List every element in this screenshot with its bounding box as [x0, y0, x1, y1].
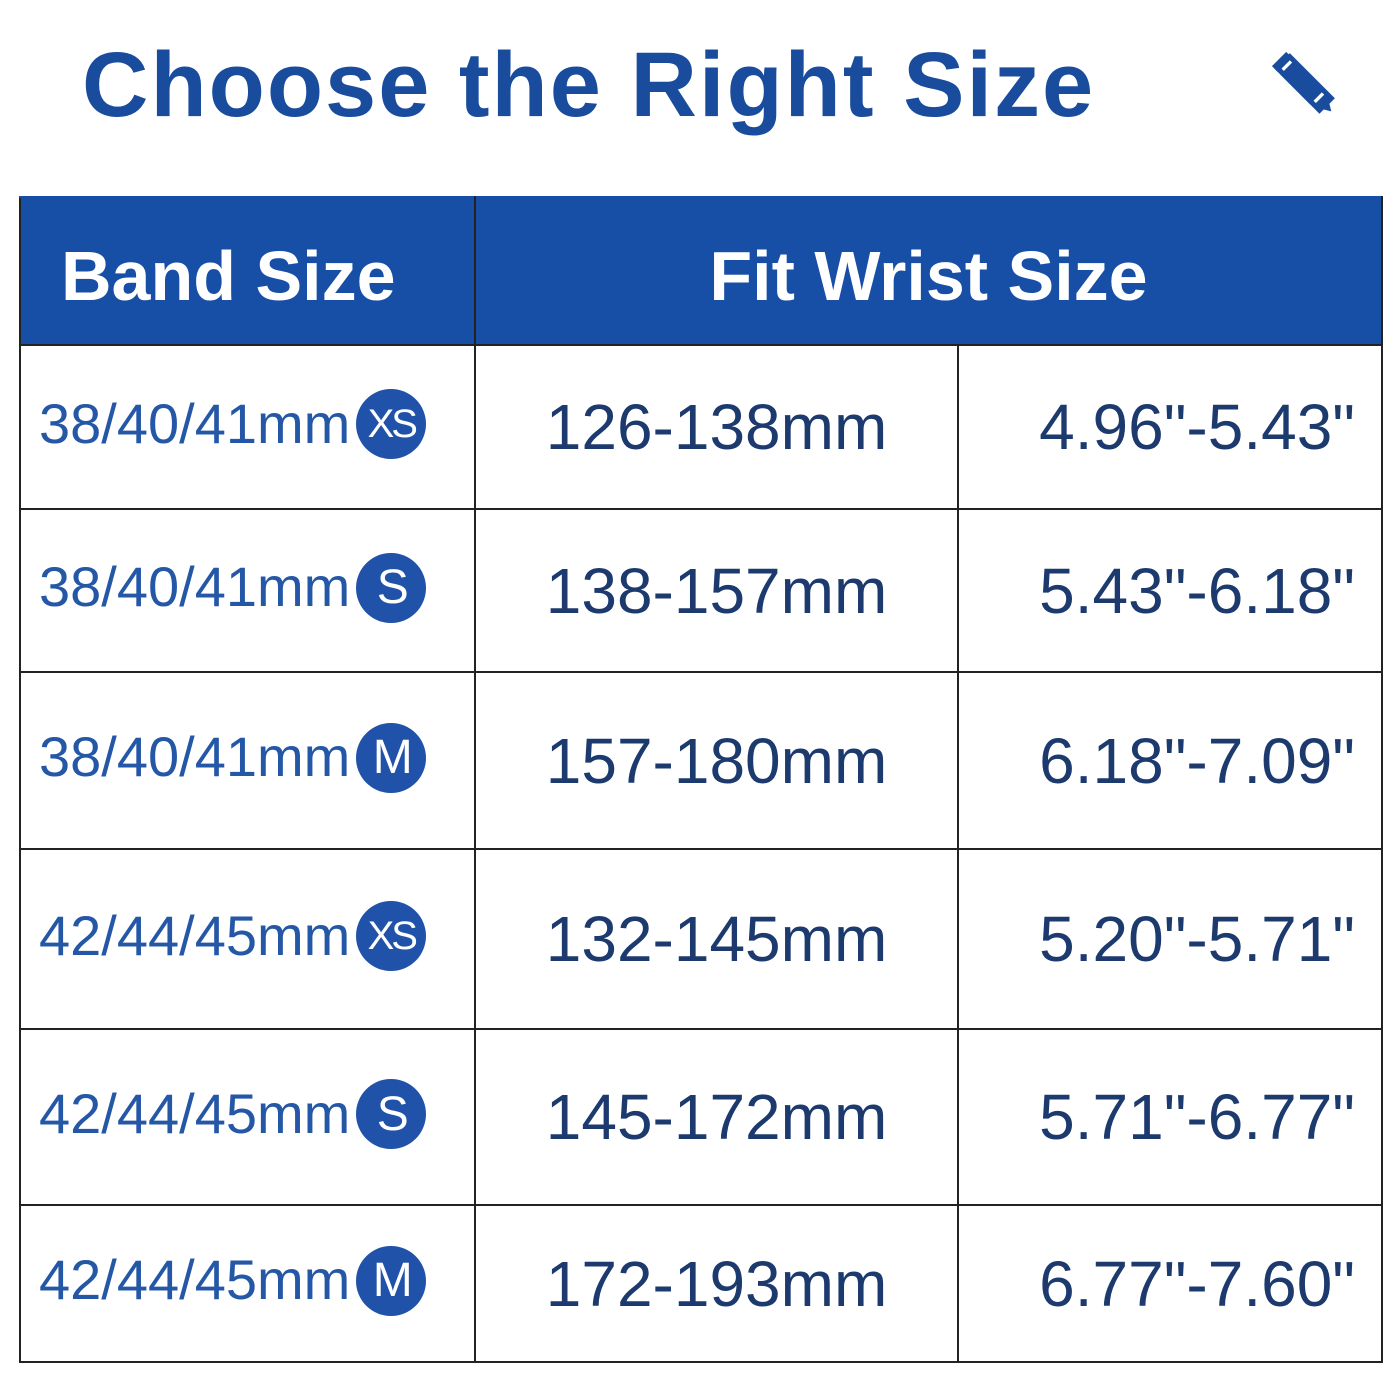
- table-header-row: Band Size Fit Wrist Size: [19, 196, 1383, 346]
- band-size-cell: 38/40/41mm S: [19, 508, 476, 673]
- band-size-cell: 42/44/45mm M: [19, 1204, 476, 1363]
- wrist-mm-cell: 126-138mm: [474, 344, 959, 510]
- table-row: 42/44/45mm XS 132-145mm 5.20"-5.71": [19, 848, 1383, 1030]
- wrist-inch-cell: 6.18"-7.09": [957, 671, 1383, 850]
- table-row: 42/44/45mm S 145-172mm 5.71"-6.77": [19, 1028, 1383, 1206]
- header-band-size: Band Size: [19, 196, 476, 346]
- size-table: Band Size Fit Wrist Size 38/40/41mm XS 12…: [19, 196, 1383, 1363]
- wrist-inch-cell: 4.96"-5.43": [957, 344, 1383, 510]
- ruler-pencil-icon: [1271, 51, 1335, 114]
- size-badge: XS: [356, 901, 427, 972]
- table-row: 38/40/41mm M 157-180mm 6.18"-7.09": [19, 671, 1383, 850]
- table-row: 42/44/45mm M 172-193mm 6.77"-7.60": [19, 1204, 1383, 1363]
- size-badge: S: [356, 1079, 427, 1150]
- page-title: Choose the Right Size: [82, 34, 1096, 136]
- wrist-mm-cell: 172-193mm: [474, 1204, 959, 1363]
- wrist-inch-cell: 5.43"-6.18": [957, 508, 1383, 673]
- wrist-mm-cell: 132-145mm: [474, 848, 959, 1030]
- band-size-cell: 38/40/41mm M: [19, 671, 476, 850]
- band-size: 38/40/41mm: [39, 555, 351, 619]
- size-badge: M: [356, 1245, 427, 1316]
- wrist-inch-cell: 6.77"-7.60": [957, 1204, 1383, 1363]
- table-row: 38/40/41mm S 138-157mm 5.43"-6.18": [19, 508, 1383, 673]
- band-size: 42/44/45mm: [39, 1248, 351, 1312]
- band-size: 38/40/41mm: [39, 391, 351, 455]
- band-size-cell: 42/44/45mm S: [19, 1028, 476, 1206]
- size-badge: S: [356, 552, 427, 623]
- size-badge: XS: [356, 389, 427, 460]
- wrist-mm-cell: 138-157mm: [474, 508, 959, 673]
- header-fit-wrist-size: Fit Wrist Size: [474, 196, 1383, 346]
- wrist-mm-cell: 157-180mm: [474, 671, 959, 850]
- wrist-mm-cell: 145-172mm: [474, 1028, 959, 1206]
- band-size: 42/44/45mm: [39, 1081, 351, 1145]
- band-size-cell: 42/44/45mm XS: [19, 848, 476, 1030]
- wrist-inch-cell: 5.71"-6.77": [957, 1028, 1383, 1206]
- band-size: 42/44/45mm: [39, 903, 351, 967]
- band-size: 38/40/41mm: [39, 725, 351, 789]
- wrist-inch-cell: 5.20"-5.71": [957, 848, 1383, 1030]
- size-badge: M: [356, 722, 427, 793]
- table-row: 38/40/41mm XS 126-138mm 4.96"-5.43": [19, 344, 1383, 510]
- band-size-cell: 38/40/41mm XS: [19, 344, 476, 510]
